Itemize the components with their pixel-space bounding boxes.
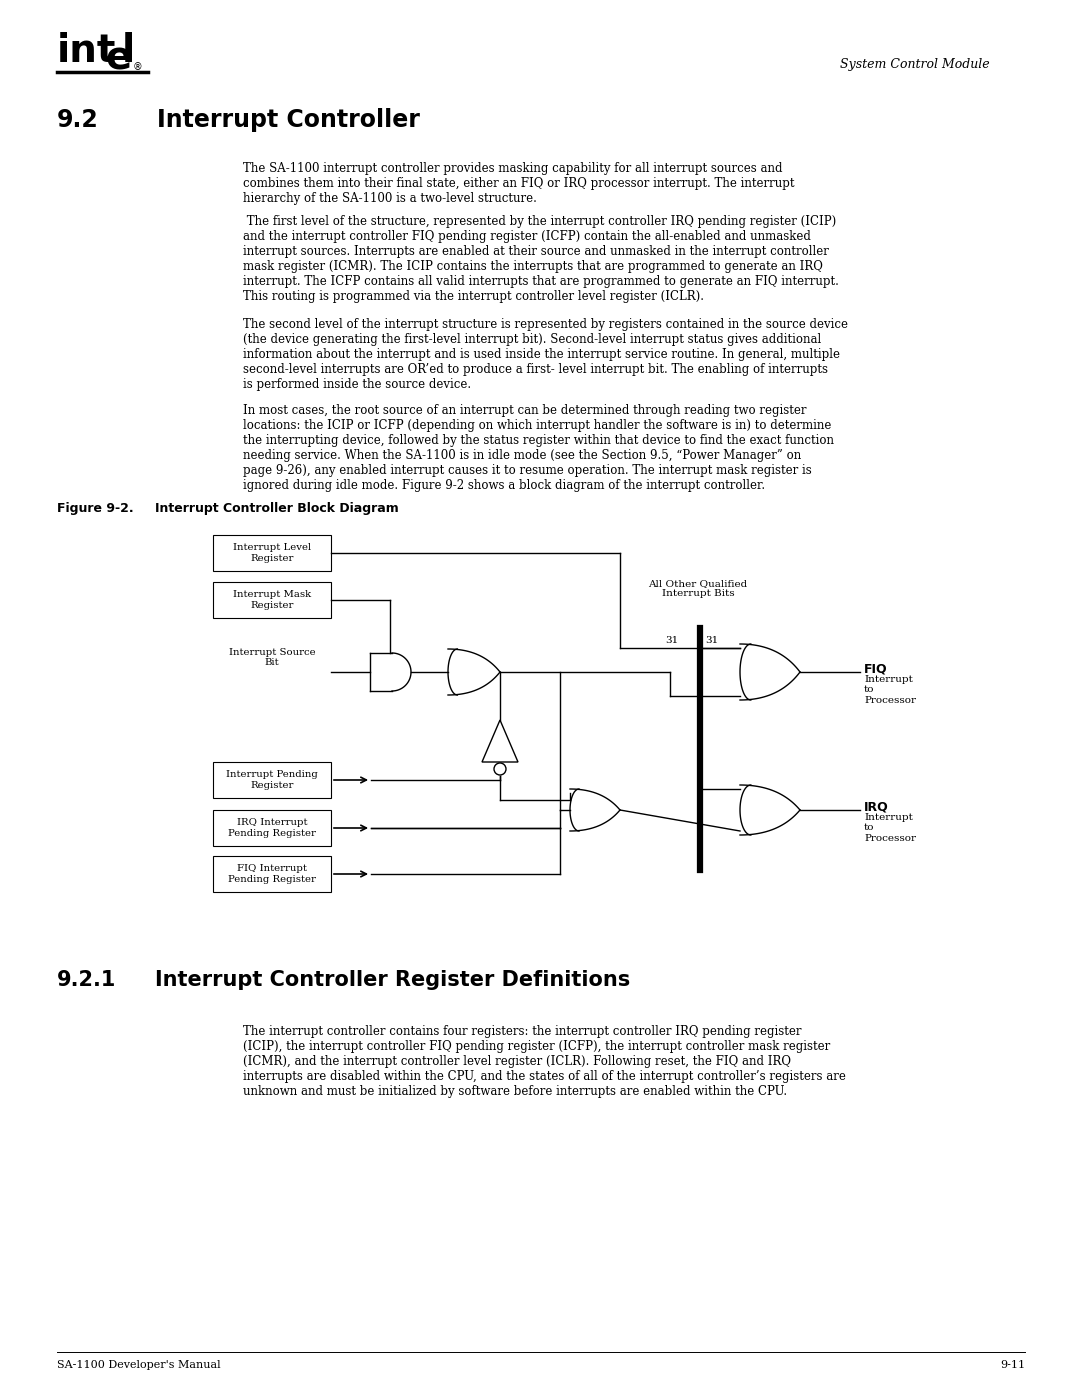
Text: The interrupt controller contains four registers: the interrupt controller IRQ p: The interrupt controller contains four r… (243, 1025, 846, 1098)
Text: 9.2.1: 9.2.1 (57, 970, 117, 990)
Text: Interrupt Mask
Register: Interrupt Mask Register (233, 591, 311, 609)
Text: 9.2: 9.2 (57, 108, 98, 131)
Text: Interrupt
to
Processor: Interrupt to Processor (864, 813, 916, 842)
Text: IRQ Interrupt
Pending Register: IRQ Interrupt Pending Register (228, 819, 316, 838)
Text: Interrupt Controller: Interrupt Controller (157, 108, 420, 131)
Text: Interrupt Controller Register Definitions: Interrupt Controller Register Definition… (156, 970, 631, 990)
Bar (213, 583, 330, 617)
Polygon shape (482, 719, 518, 761)
Text: FIQ: FIQ (864, 662, 888, 675)
Text: Interrupt Pending
Register: Interrupt Pending Register (226, 770, 318, 789)
Text: The first level of the structure, represented by the interrupt controller IRQ pe: The first level of the structure, repres… (243, 215, 839, 303)
Bar (213, 856, 330, 893)
Text: Interrupt Controller Block Diagram: Interrupt Controller Block Diagram (156, 502, 399, 515)
Text: System Control Module: System Control Module (840, 59, 989, 71)
Text: The SA-1100 interrupt controller provides masking capability for all interrupt s: The SA-1100 interrupt controller provide… (243, 162, 795, 205)
Text: Interrupt Source
Bit: Interrupt Source Bit (229, 648, 315, 668)
Text: e: e (105, 41, 132, 78)
Text: IRQ: IRQ (864, 800, 889, 813)
Bar (213, 810, 330, 847)
Bar (213, 761, 330, 798)
Text: l: l (122, 32, 135, 70)
Text: 9-11: 9-11 (1000, 1361, 1025, 1370)
Text: 31: 31 (705, 636, 718, 645)
Bar (213, 535, 330, 571)
Text: SA-1100 Developer's Manual: SA-1100 Developer's Manual (57, 1361, 220, 1370)
Text: Interrupt
to
Processor: Interrupt to Processor (864, 675, 916, 705)
Text: ®: ® (133, 61, 143, 73)
Text: Interrupt Level
Register: Interrupt Level Register (233, 543, 311, 563)
Text: The second level of the interrupt structure is represented by registers containe: The second level of the interrupt struct… (243, 319, 848, 391)
Text: In most cases, the root source of an interrupt can be determined through reading: In most cases, the root source of an int… (243, 404, 834, 492)
Text: int: int (57, 32, 117, 70)
Text: FIQ Interrupt
Pending Register: FIQ Interrupt Pending Register (228, 865, 316, 884)
Text: All Other Qualified
Interrupt Bits: All Other Qualified Interrupt Bits (648, 578, 747, 598)
Text: 31: 31 (665, 636, 678, 645)
Text: Figure 9-2.: Figure 9-2. (57, 502, 134, 515)
